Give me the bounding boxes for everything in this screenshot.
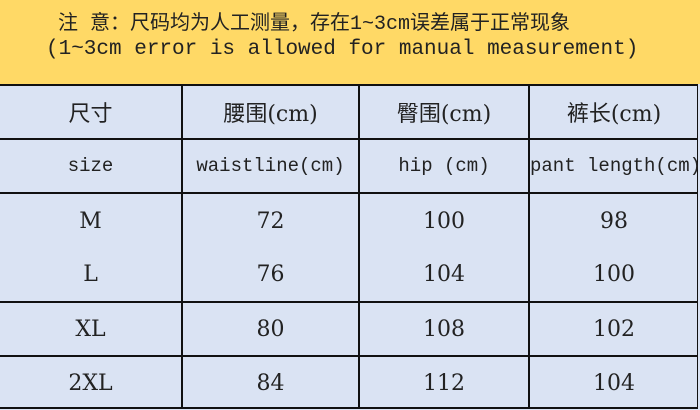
divider (0, 301, 698, 303)
waist-cell: 72 (183, 194, 360, 248)
length-cell: 104 (593, 370, 635, 396)
waist-cell: 76 (183, 248, 360, 301)
divider (0, 355, 698, 357)
length-cell: 100 (593, 262, 635, 287)
size-cell: L (0, 248, 183, 301)
header-cell: 尺寸 (0, 86, 183, 138)
table-row: M 72 100 98 (0, 194, 698, 248)
length-cell: 102 (593, 316, 635, 342)
hip-cell: 112 (360, 357, 530, 409)
header-cell: 臀围(cm) (360, 86, 530, 138)
header-cell: hip (cm) (360, 140, 530, 192)
size-cell: M (0, 194, 183, 248)
header-cell: pant length(cm) (530, 155, 698, 177)
hip-cell: 108 (360, 303, 530, 355)
header-cell: waistline(cm) (183, 140, 360, 192)
length-cell: 98 (600, 208, 628, 234)
notice-chinese: 注 意：尺码均为人工测量，存在1~3cm误差属于正常现象 (58, 13, 571, 36)
hip-cell: 104 (360, 248, 530, 301)
header-cell: size (0, 140, 183, 192)
header-row-zh: 尺寸 腰围(cm) 臀围(cm) 裤长(cm) (0, 86, 698, 138)
divider (0, 192, 698, 194)
table-row: XL 80 108 102 (0, 303, 698, 355)
size-cell: 2XL (0, 357, 183, 409)
hip-cell: 100 (360, 194, 530, 248)
table-row: L 76 104 100 (0, 248, 698, 301)
size-cell: XL (0, 303, 183, 355)
size-table: 尺寸 腰围(cm) 臀围(cm) 裤长(cm) size waistline(c… (0, 84, 698, 409)
divider (0, 138, 698, 140)
notice-banner: 注 意：尺码均为人工测量，存在1~3cm误差属于正常现象 (1~3cm erro… (0, 0, 700, 84)
waist-cell: 80 (183, 303, 360, 355)
waist-cell: 84 (183, 357, 360, 409)
header-row-en: size waistline(cm) hip (cm) pant length(… (0, 140, 698, 192)
notice-english: (1~3cm error is allowed for manual measu… (46, 38, 639, 61)
header-cell: 裤长(cm) (566, 102, 662, 127)
header-cell: 腰围(cm) (183, 86, 360, 138)
table-row: 2XL 84 112 104 (0, 357, 698, 409)
